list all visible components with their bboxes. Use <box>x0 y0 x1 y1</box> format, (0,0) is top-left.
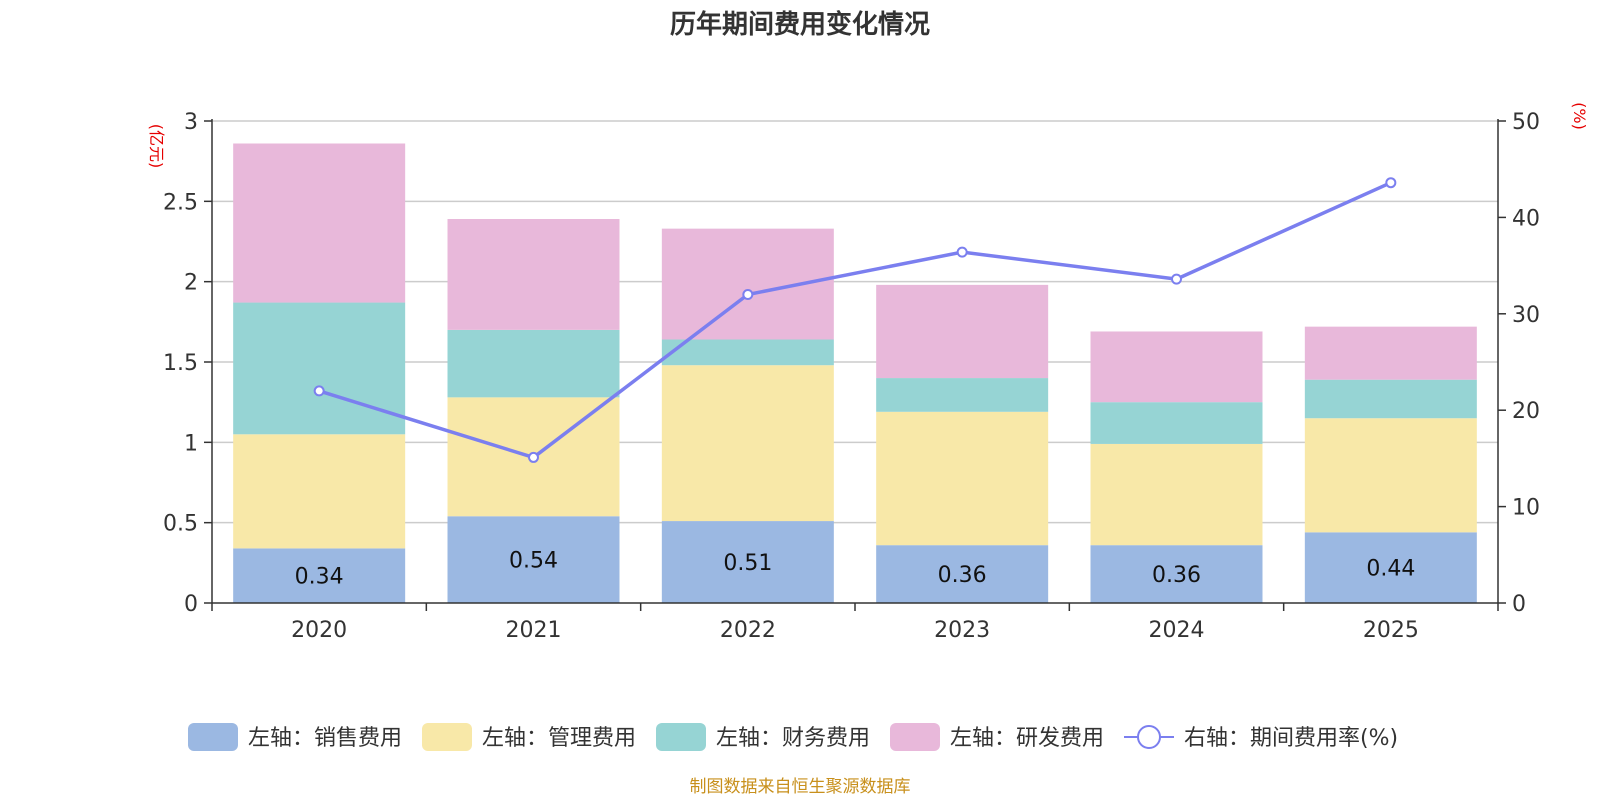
bar-segment <box>876 411 1049 546</box>
bar-segment <box>233 302 406 435</box>
left-axis-unit: (亿元) <box>147 124 166 169</box>
data-source-note: 制图数据来自恒生聚源数据库 <box>690 777 911 797</box>
right-axis-unit: (%) <box>1570 102 1589 130</box>
bar-segment <box>447 329 620 398</box>
x-axis-tick-label: 2023 <box>934 618 990 643</box>
right-axis-tick-label: 10 <box>1512 496 1540 521</box>
rate-line-point <box>528 451 539 463</box>
x-axis-tick-label: 2020 <box>291 618 347 643</box>
bar-segment <box>876 378 1049 412</box>
bar-segment <box>1304 532 1477 603</box>
legend-label: 左轴：研发费用 <box>950 726 1104 751</box>
legend-label: 左轴：销售费用 <box>248 726 402 751</box>
bar-segment <box>1090 402 1263 444</box>
left-axis-tick-label: 3 <box>184 110 198 135</box>
bar-segment <box>1090 331 1263 403</box>
bar-data-label: 0.51 <box>723 551 772 576</box>
left-axis-tick-label: 1 <box>184 431 198 456</box>
left-axis-tick-label: 2.5 <box>163 190 198 215</box>
bar-segment <box>1304 379 1477 419</box>
legend-swatch <box>890 723 940 751</box>
x-axis-tick-label: 2024 <box>1149 618 1205 643</box>
x-axis-tick-label: 2021 <box>506 618 562 643</box>
chart-title: 历年期间费用变化情况 <box>670 9 930 40</box>
bar-data-label: 0.36 <box>1152 563 1201 588</box>
left-axis-tick-label: 2 <box>184 271 198 296</box>
legend-swatch <box>422 723 472 751</box>
bar-segment <box>1304 418 1477 533</box>
legend: 左轴：销售费用 左轴：管理费用 左轴：财务费用 左轴：研发费用 右轴：期间费用率(%) <box>188 723 1398 751</box>
bar-segment <box>1090 545 1263 603</box>
rate-line <box>318 181 1392 460</box>
bar-segment <box>233 548 406 603</box>
right-axis-tick-label: 40 <box>1512 206 1540 231</box>
right-axis-tick-label: 0 <box>1512 592 1526 617</box>
rate-line-series <box>313 177 1397 463</box>
left-axis-tick-label: 0 <box>184 592 198 617</box>
rate-line-point <box>956 246 968 258</box>
bar-segment <box>661 521 834 603</box>
x-axis-tick-label: 2022 <box>720 618 776 643</box>
legend-label: 左轴：财务费用 <box>716 726 870 751</box>
right-axis-tick-label: 50 <box>1512 110 1540 135</box>
bar-data-label: 0.54 <box>509 549 558 574</box>
bar-segment <box>447 219 620 330</box>
bar-data-label: 0.36 <box>938 563 987 588</box>
bar-data-label: 0.34 <box>295 565 344 590</box>
bar-segment <box>661 365 834 522</box>
bar-segment <box>876 284 1049 379</box>
bar-segment <box>447 516 620 603</box>
x-axis-tick-label: 2025 <box>1363 618 1419 643</box>
left-axis-tick-label: 1.5 <box>163 351 198 376</box>
legend-label: 左轴：管理费用 <box>482 726 636 751</box>
bar-segment <box>233 434 406 549</box>
rate-line-point <box>313 385 325 397</box>
legend-label: 右轴：期间费用率(%) <box>1184 726 1398 751</box>
bar-data-label: 0.44 <box>1366 557 1415 582</box>
bar-segment <box>876 545 1049 603</box>
rate-line-point <box>1385 177 1397 189</box>
right-axis-tick-label: 30 <box>1512 303 1540 328</box>
right-axis-tick-label: 20 <box>1512 399 1540 424</box>
bar-series: 0.34 0.54 0.51 0.36 0.36 0.44 <box>233 143 1477 603</box>
legend-marker-icon <box>1137 725 1161 749</box>
bar-segment <box>661 339 834 366</box>
left-axis-tick-label: 0.5 <box>163 512 198 537</box>
legend-swatch <box>188 723 238 751</box>
bar-segment <box>1090 443 1263 546</box>
gridlines <box>212 120 1498 524</box>
bar-segment <box>1304 326 1477 380</box>
rate-line-point <box>1171 273 1182 285</box>
legend-swatch <box>656 723 706 751</box>
rate-line-point <box>742 289 754 301</box>
bar-segment <box>233 143 406 303</box>
